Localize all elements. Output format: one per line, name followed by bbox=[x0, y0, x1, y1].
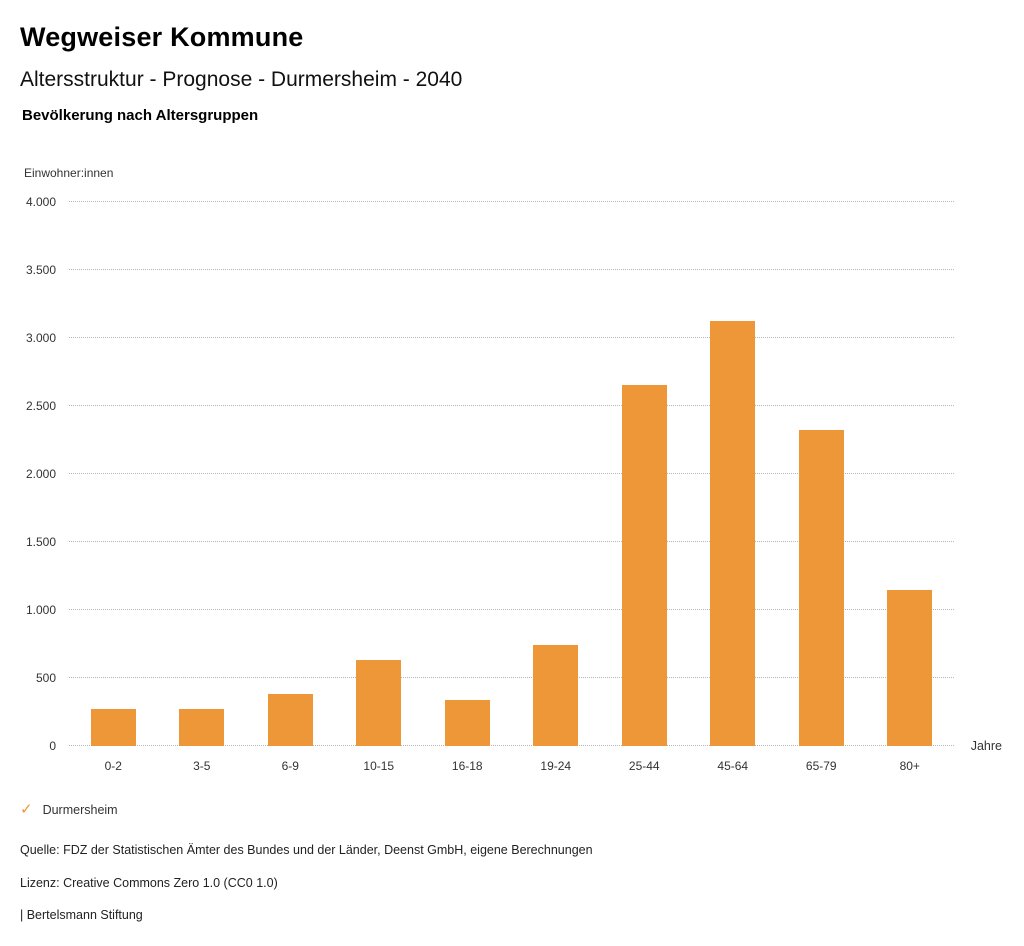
bar-slot bbox=[246, 202, 335, 746]
x-slot: 0-2 bbox=[69, 757, 158, 775]
x-slot: 6-9 bbox=[246, 757, 335, 775]
gridline bbox=[69, 745, 954, 746]
x-tick-label: 65-79 bbox=[805, 759, 837, 773]
gridline bbox=[69, 609, 954, 610]
bar-6-9[interactable] bbox=[267, 693, 313, 746]
page-title: Wegweiser Kommune bbox=[20, 22, 304, 52]
gridline bbox=[69, 405, 954, 406]
gridline bbox=[69, 201, 954, 202]
legend-label: Durmersheim bbox=[42, 802, 118, 817]
footer-license: Lizenz: Creative Commons Zero 1.0 (CC0 1… bbox=[20, 875, 278, 890]
x-tick-label: 3-5 bbox=[193, 759, 211, 773]
x-tick-label: 80+ bbox=[899, 759, 920, 773]
y-tick-label: 3.000 bbox=[25, 331, 56, 345]
y-tick-label: 0 bbox=[49, 739, 56, 753]
y-tick-label: 1.500 bbox=[25, 535, 56, 549]
x-tick-label: 45-64 bbox=[717, 759, 749, 773]
bar-slot bbox=[335, 202, 424, 746]
x-slot: 16-18 bbox=[423, 757, 512, 775]
y-axis: 0 500 1.000 1.500 2.000 2.500 3.000 3.500 4.000 bbox=[20, 195, 56, 753]
bar-80+[interactable] bbox=[887, 589, 933, 746]
x-tick-label: 19-24 bbox=[540, 759, 572, 773]
y-axis-unit-label: Einwohner:innen bbox=[24, 166, 114, 180]
bar-slot bbox=[777, 202, 866, 746]
bar-slot bbox=[512, 202, 601, 746]
y-tick-label: 4.000 bbox=[25, 195, 56, 209]
x-tick-label: 0-2 bbox=[104, 759, 122, 773]
x-slot: 3-5 bbox=[158, 757, 247, 775]
chart-subtitle: Altersstruktur - Prognose - Durmersheim … bbox=[20, 68, 463, 91]
gridline bbox=[69, 269, 954, 270]
y-tick-label: 2.000 bbox=[25, 467, 56, 481]
check-icon: ✓ bbox=[20, 801, 33, 818]
x-slot: 10-15 bbox=[335, 757, 424, 775]
x-slot: 19-24 bbox=[512, 757, 601, 775]
chart: 0 500 1.000 1.500 2.000 2.500 3.000 3.500 4.000 … bbox=[20, 195, 1004, 775]
x-axis-unit-label: Jahre bbox=[970, 739, 1002, 753]
y-tick-label: 3.500 bbox=[25, 263, 56, 277]
legend-item-durmersheim[interactable]: ✓ Durmersheim bbox=[20, 802, 1004, 817]
x-tick-label: 10-15 bbox=[363, 759, 395, 773]
bar-slot bbox=[69, 202, 158, 746]
plot-area: Jahre bbox=[69, 201, 1002, 753]
gridline bbox=[69, 541, 954, 542]
bars-layer bbox=[69, 202, 954, 746]
gridline bbox=[69, 677, 954, 678]
bar-19-24[interactable] bbox=[533, 645, 579, 746]
bar-45-64[interactable] bbox=[710, 321, 756, 746]
x-tick-label: 16-18 bbox=[451, 759, 483, 773]
gridline bbox=[69, 337, 954, 338]
footer: Quelle: FDZ der Statistischen Ämter des … bbox=[20, 843, 1004, 922]
bar-10-15[interactable] bbox=[356, 659, 402, 746]
y-tick-label: 1.000 bbox=[25, 603, 56, 617]
bar-slot bbox=[158, 202, 247, 746]
page: Wegweiser Kommune Altersstruktur - Progn… bbox=[20, 22, 1004, 922]
gridline bbox=[69, 473, 954, 474]
bar-slot bbox=[689, 202, 778, 746]
x-slot: 65-79 bbox=[777, 757, 866, 775]
bar-slot bbox=[600, 202, 689, 746]
x-axis: 0-2 3-5 6-9 10-15 16-18 19-24 25-44 45-64 65-79 8… bbox=[69, 757, 954, 775]
bar-0-2[interactable] bbox=[90, 708, 136, 746]
x-tick-label: 6-9 bbox=[281, 759, 299, 773]
bar-slot bbox=[866, 202, 955, 746]
section-title: Bevölkerung nach Altersgruppen bbox=[22, 107, 259, 124]
footer-attribution: | Bertelsmann Stiftung bbox=[20, 908, 143, 922]
bar-slot bbox=[423, 202, 512, 746]
footer-source: Quelle: FDZ der Statistischen Ämter des … bbox=[20, 843, 593, 857]
bar-16-18[interactable] bbox=[444, 699, 490, 746]
x-slot: 45-64 bbox=[689, 757, 778, 775]
y-tick-label: 2.500 bbox=[25, 399, 56, 413]
x-slot: 25-44 bbox=[600, 757, 689, 775]
bar-65-79[interactable] bbox=[798, 429, 844, 746]
bar-25-44[interactable] bbox=[621, 384, 667, 746]
bar-3-5[interactable] bbox=[179, 708, 225, 746]
x-slot: 80+ bbox=[866, 757, 955, 775]
y-tick-label: 500 bbox=[35, 671, 56, 685]
x-tick-label: 25-44 bbox=[628, 759, 660, 773]
